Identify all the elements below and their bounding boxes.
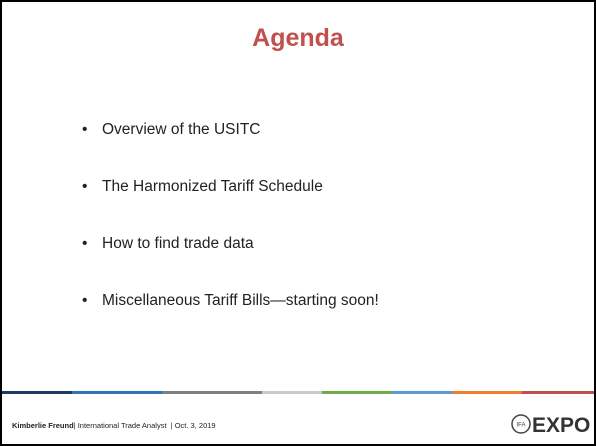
bullet: The Harmonized Tariff Schedule [82,177,402,196]
footer: Kimberlie Freund| International Trade An… [12,421,216,430]
bullet: Overview of the USITC [82,120,402,139]
presenter-name: Kimberlie Freund [12,421,74,430]
bullet-list: Overview of the USITC The Harmonized Tar… [82,120,402,348]
bullet: Miscellaneous Tariff Bills—starting soon… [82,291,402,310]
logo-badge: IFA [516,423,525,429]
presenter-details: | International Trade Analyst | Oct. 3, … [73,421,216,430]
logo: IFA EXPO [511,414,590,437]
logo-text: EXPO [532,414,590,437]
slide-title: Agenda [252,24,344,52]
footer-rule [2,391,594,394]
bullet: How to find trade data [82,234,402,253]
